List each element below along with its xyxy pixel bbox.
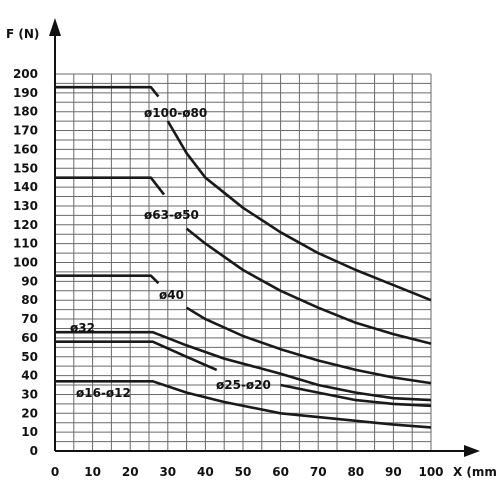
x-tick-label: 100 xyxy=(418,465,443,479)
series-label-d16-d12: ø16-ø12 xyxy=(76,386,131,400)
y-tick-label: 30 xyxy=(21,387,38,401)
series-curve-4-segment-0 xyxy=(55,340,218,372)
y-axis-arrow-icon xyxy=(49,18,61,36)
y-tick-label: 0 xyxy=(30,444,38,458)
y-tick-label: 100 xyxy=(13,256,38,270)
series-curve-1-segment-0 xyxy=(55,176,166,196)
x-axis-title: X (mm) xyxy=(453,465,496,479)
series-label-d63-d50: ø63-ø50 xyxy=(144,208,199,222)
x-tick-label: 10 xyxy=(84,465,101,479)
x-tick-label: 40 xyxy=(197,465,214,479)
x-tick-label: 20 xyxy=(122,465,139,479)
series-labels: ø100-ø80 ø63-ø50 ø40 ø32 ø25-ø20 ø16-ø12 xyxy=(70,106,271,400)
series-curve-3-segment-0 xyxy=(55,330,432,402)
tick-labels: 0 10 20 30 40 50 60 70 80 90 100 0 10 20 30 40 50 60 70 80 9… xyxy=(13,67,444,479)
x-tick-label: 50 xyxy=(235,465,252,479)
series-label-d32: ø32 xyxy=(70,321,95,335)
y-tick-label: 80 xyxy=(21,293,38,307)
series-curve-5-segment-0 xyxy=(55,380,432,429)
x-tick-label: 70 xyxy=(310,465,327,479)
series-curves xyxy=(55,85,432,429)
y-tick-label: 20 xyxy=(21,406,38,420)
x-tick-label: 30 xyxy=(159,465,176,479)
x-tick-label: 90 xyxy=(385,465,402,479)
y-tick-label: 90 xyxy=(21,274,38,288)
series-curve-0-segment-1 xyxy=(166,120,432,302)
y-tick-label: 70 xyxy=(21,312,38,326)
series-curve-2-segment-0 xyxy=(55,274,160,285)
y-tick-label: 40 xyxy=(21,369,38,383)
y-tick-label: 140 xyxy=(13,180,38,194)
series-label-d25-d20: ø25-ø20 xyxy=(216,378,271,392)
x-axis-arrow-icon xyxy=(464,445,480,457)
series-curve-1-segment-1 xyxy=(185,227,432,345)
series-curve-0-segment-0 xyxy=(55,85,160,98)
y-tick-label: 180 xyxy=(13,105,38,119)
x-tick-label: 0 xyxy=(51,465,59,479)
y-tick-label: 60 xyxy=(21,331,38,345)
y-axis-title: F (N) xyxy=(6,27,39,41)
y-tick-label: 110 xyxy=(13,237,38,251)
y-tick-label: 170 xyxy=(13,124,38,138)
series-curve-4-segment-1 xyxy=(280,383,432,408)
y-tick-label: 200 xyxy=(13,67,38,81)
x-tick-label: 60 xyxy=(272,465,289,479)
x-tick-label: 80 xyxy=(347,465,364,479)
series-label-d100-d80: ø100-ø80 xyxy=(144,106,207,120)
axes: F (N) X (mm) xyxy=(6,18,496,479)
series-label-d40: ø40 xyxy=(159,288,184,302)
y-tick-label: 160 xyxy=(13,142,38,156)
y-tick-label: 120 xyxy=(13,218,38,232)
y-tick-label: 50 xyxy=(21,350,38,364)
y-tick-label: 10 xyxy=(21,425,38,439)
y-tick-label: 130 xyxy=(13,199,38,213)
y-tick-label: 150 xyxy=(13,161,38,175)
y-tick-label: 190 xyxy=(13,86,38,100)
series-curve-2-segment-1 xyxy=(185,306,432,385)
